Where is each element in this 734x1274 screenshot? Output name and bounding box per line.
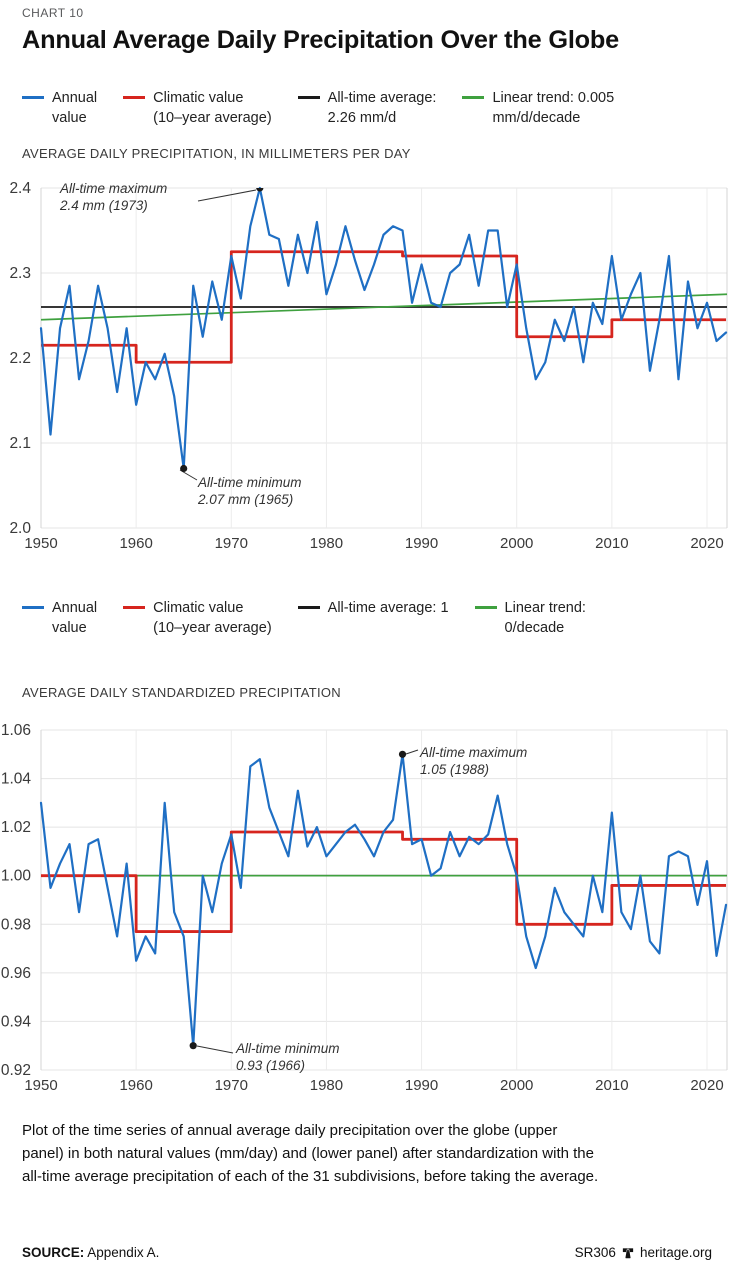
- svg-text:1990: 1990: [405, 1077, 438, 1094]
- svg-text:2010: 2010: [595, 535, 628, 552]
- svg-text:1950: 1950: [24, 535, 57, 552]
- svg-text:2020: 2020: [690, 1077, 723, 1094]
- svg-text:1950: 1950: [24, 1077, 57, 1094]
- svg-text:1960: 1960: [119, 535, 152, 552]
- svg-text:2000: 2000: [500, 1077, 533, 1094]
- svg-text:1990: 1990: [405, 535, 438, 552]
- svg-text:2010: 2010: [595, 1077, 628, 1094]
- svg-text:1980: 1980: [310, 1077, 343, 1094]
- svg-text:1970: 1970: [215, 1077, 248, 1094]
- svg-text:2000: 2000: [500, 535, 533, 552]
- svg-text:2020: 2020: [690, 535, 723, 552]
- svg-text:1970: 1970: [215, 535, 248, 552]
- svg-text:1980: 1980: [310, 535, 343, 552]
- svg-text:1960: 1960: [119, 1077, 152, 1094]
